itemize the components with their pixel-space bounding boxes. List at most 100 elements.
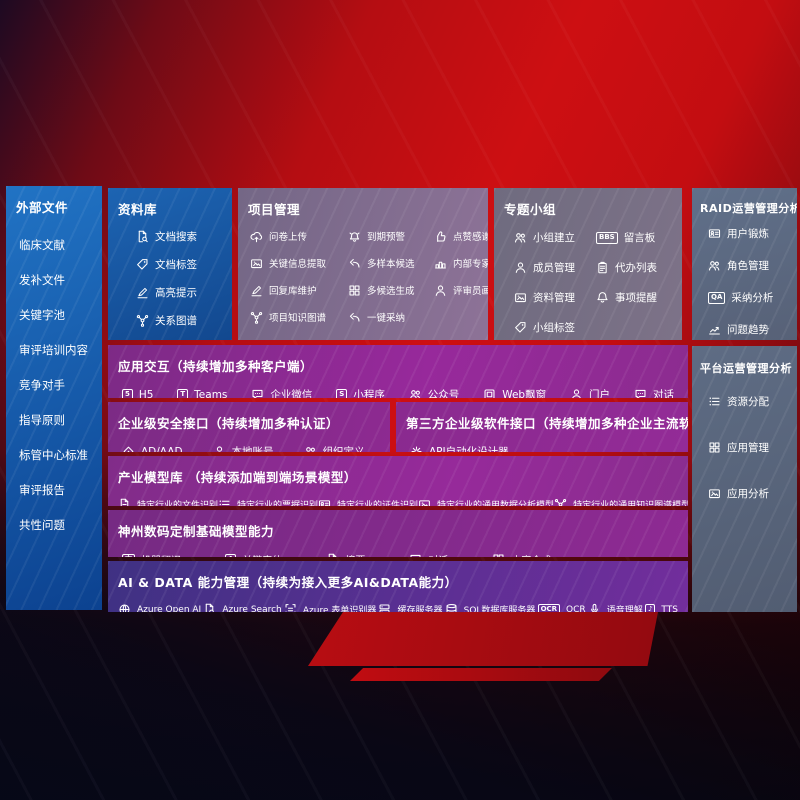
groups-grid: 小组建立 BBS 留言板 成员管理 代办列表 资料管理 事项提醒 小组标签 <box>494 227 682 335</box>
feature-users: 角色管理 <box>708 258 797 273</box>
feature-net: 特定行业的通用知识图谱模型 <box>554 498 688 506</box>
repository-list: 文档搜索文档标签高亮提示关系图谱文档分类 <box>108 229 232 340</box>
feature-teams: T Teams <box>177 388 228 399</box>
feature-idcard: 特定行业的证件识别 <box>318 498 418 506</box>
feature-label: 到期预警 <box>367 232 406 243</box>
interaction-row: 5 H5 T Teams 企业微信 S 小程序 公众号 Web飘窗 门户 对话 <box>108 387 688 398</box>
feature-users: 组织定义 <box>304 444 365 452</box>
chart-icon <box>708 323 721 336</box>
card-icon <box>708 487 721 500</box>
band-app-interaction: 应用交互（持续增加多种客户端） 5 H5 T Teams 企业微信 S 小程序 公众号 Web飘… <box>108 345 688 398</box>
panel-raid-analysis: RAID运营管理分析 用户锻炼 角色管理 QA 采纳分析 问题趋势 <box>692 188 797 340</box>
panel-title: 外部文件 <box>16 200 69 215</box>
feature-label: 内部专家排名 <box>453 259 488 270</box>
feature-reply: 一键采纳 <box>348 310 432 324</box>
reply-icon <box>348 311 361 324</box>
feature-label: 特定行业的通用数据分析模型 <box>437 501 555 506</box>
feature-doc-search: 文档搜索 <box>136 229 232 244</box>
feature-browser: Web飘窗 <box>483 387 546 398</box>
feature-alarm: 到期预警 <box>348 229 432 243</box>
feature-gear: API自动化设计器 <box>410 444 509 452</box>
entity-icon: A <box>225 553 237 557</box>
tag-icon <box>514 321 527 334</box>
base-row: 文 机器翻译 A 关键实体 摘要 对话 内容合成 <box>108 552 688 557</box>
teams-icon: T <box>177 388 189 398</box>
feature-label: 发补文件 <box>19 273 65 287</box>
feature-tts: ♪ TTS <box>644 603 678 613</box>
reply-icon <box>348 257 361 270</box>
feature-label: 点赞感谢 <box>453 232 488 243</box>
band-thirdparty-interface: 第三方企业级软件接口（持续增加多种企业主流软件接口） API自动化设计器 <box>396 402 688 452</box>
feature-label: 多候选生成 <box>367 286 415 297</box>
feature-label: 一键采纳 <box>367 313 406 324</box>
cloud-icon <box>250 230 263 243</box>
feature-label: 用户锻炼 <box>727 228 769 240</box>
background-red-shape <box>308 612 658 666</box>
feature-label: 特定行业的票据识别 <box>237 501 319 506</box>
net-icon <box>136 314 149 327</box>
person-icon <box>570 388 583 398</box>
feature-label: SQL数据库服务器 <box>463 606 536 612</box>
feature-label: API自动化设计器 <box>429 446 509 452</box>
pen-icon <box>250 284 263 297</box>
panel-title: RAID运营管理分析 <box>700 202 797 215</box>
panel-title: 专题小组 <box>504 202 557 217</box>
feature-chat: 对话 <box>634 387 674 398</box>
swirl-icon <box>118 603 131 612</box>
feature-net: 项目知识图谱 <box>250 310 346 324</box>
feature-text: 共性问题 <box>19 517 102 533</box>
feature-entity: A 关键实体 <box>225 552 282 557</box>
translate-icon: 文 <box>122 553 135 557</box>
clip-icon <box>596 261 609 274</box>
thumb-icon <box>434 230 447 243</box>
feature-label: Teams <box>194 388 228 399</box>
feature-clip: 代办列表 <box>596 260 676 275</box>
feature-translate: 文 机器翻译 <box>122 552 181 557</box>
feature-label: TTS <box>661 604 678 613</box>
feature-label: 公众号 <box>427 389 460 398</box>
raid-list: 用户锻炼 角色管理 QA 采纳分析 问题趋势 <box>692 226 797 337</box>
feature-brackets: Azure 表单识别器 <box>284 603 376 612</box>
band-title: 应用交互（持续增加多种客户端） <box>118 359 314 374</box>
feature-diamond: AD/AAD <box>122 445 183 452</box>
panel-topic-groups: 专题小组 小组建立 BBS 留言板 成员管理 代办列表 资料管理 事项提醒 小组标签 <box>494 188 682 340</box>
doc-search-icon <box>203 603 216 612</box>
feature-label: 事项提醒 <box>615 292 657 304</box>
feature-users: 公众号 <box>409 387 460 398</box>
doc-icon <box>118 498 131 506</box>
feature-users: 小组建立 <box>514 230 594 245</box>
feature-label: 审评培训内容 <box>19 343 88 357</box>
card-icon <box>418 498 431 506</box>
feature-label: 关键实体 <box>242 552 282 557</box>
feature-label: 文档标签 <box>155 259 197 271</box>
feature-text: 标管中心标准 <box>19 447 102 463</box>
band-title: 第三方企业级软件接口（持续增加多种企业主流软件接口） <box>406 416 688 431</box>
feature-label: 项目知识图谱 <box>269 313 327 324</box>
feature-ocr: OCR OCR <box>537 603 586 612</box>
users-icon <box>708 259 721 272</box>
feature-label: 应用管理 <box>727 442 769 454</box>
thirdparty-row: API自动化设计器 <box>396 444 688 452</box>
band-ai-data: AI & DATA 能力管理（持续为接入更多AI&DATA能力） Azure O… <box>108 561 688 612</box>
feature-label: 小程序 <box>353 389 385 398</box>
feature-mini: S 小程序 <box>336 387 385 398</box>
feature-label: 对话 <box>652 389 674 398</box>
feature-bell: 事项提醒 <box>596 290 676 305</box>
feature-chart: 问题趋势 <box>708 322 797 337</box>
users-icon <box>409 388 422 398</box>
chat-icon <box>634 388 647 398</box>
band-title: AI & DATA 能力管理（持续为接入更多AI&DATA能力） <box>118 575 458 590</box>
grid-icon <box>348 284 361 297</box>
feature-h5: 5 H5 <box>122 388 153 398</box>
ocr-icon: OCR <box>537 603 561 612</box>
feature-label: 采纳分析 <box>731 292 774 304</box>
band-industry-models: 产业模型库 （持续添加端到端场景模型） 特定行业的文件识别 特定行业的票据识别 特定… <box>108 456 688 506</box>
background-red-strip <box>350 668 612 681</box>
feature-card: 资料管理 <box>514 290 594 305</box>
list-icon <box>708 395 721 408</box>
feature-person: 评审员画像 <box>434 283 488 297</box>
external-files-list: 临床文献 发补文件 关键字池 审评培训内容 竞争对手 指导原则 标管中心标准 审评报告 共性问题 <box>6 237 102 533</box>
feature-label: 本地账号 <box>231 446 274 452</box>
feature-label: 关键字池 <box>19 308 65 322</box>
person-icon <box>434 284 447 297</box>
